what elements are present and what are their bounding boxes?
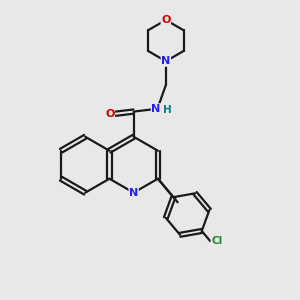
Text: O: O [105, 110, 115, 119]
Text: N: N [152, 104, 160, 114]
Text: N: N [161, 56, 170, 66]
Text: H: H [164, 105, 172, 115]
Text: O: O [161, 15, 170, 25]
Text: N: N [129, 188, 138, 198]
Text: Cl: Cl [211, 236, 222, 246]
